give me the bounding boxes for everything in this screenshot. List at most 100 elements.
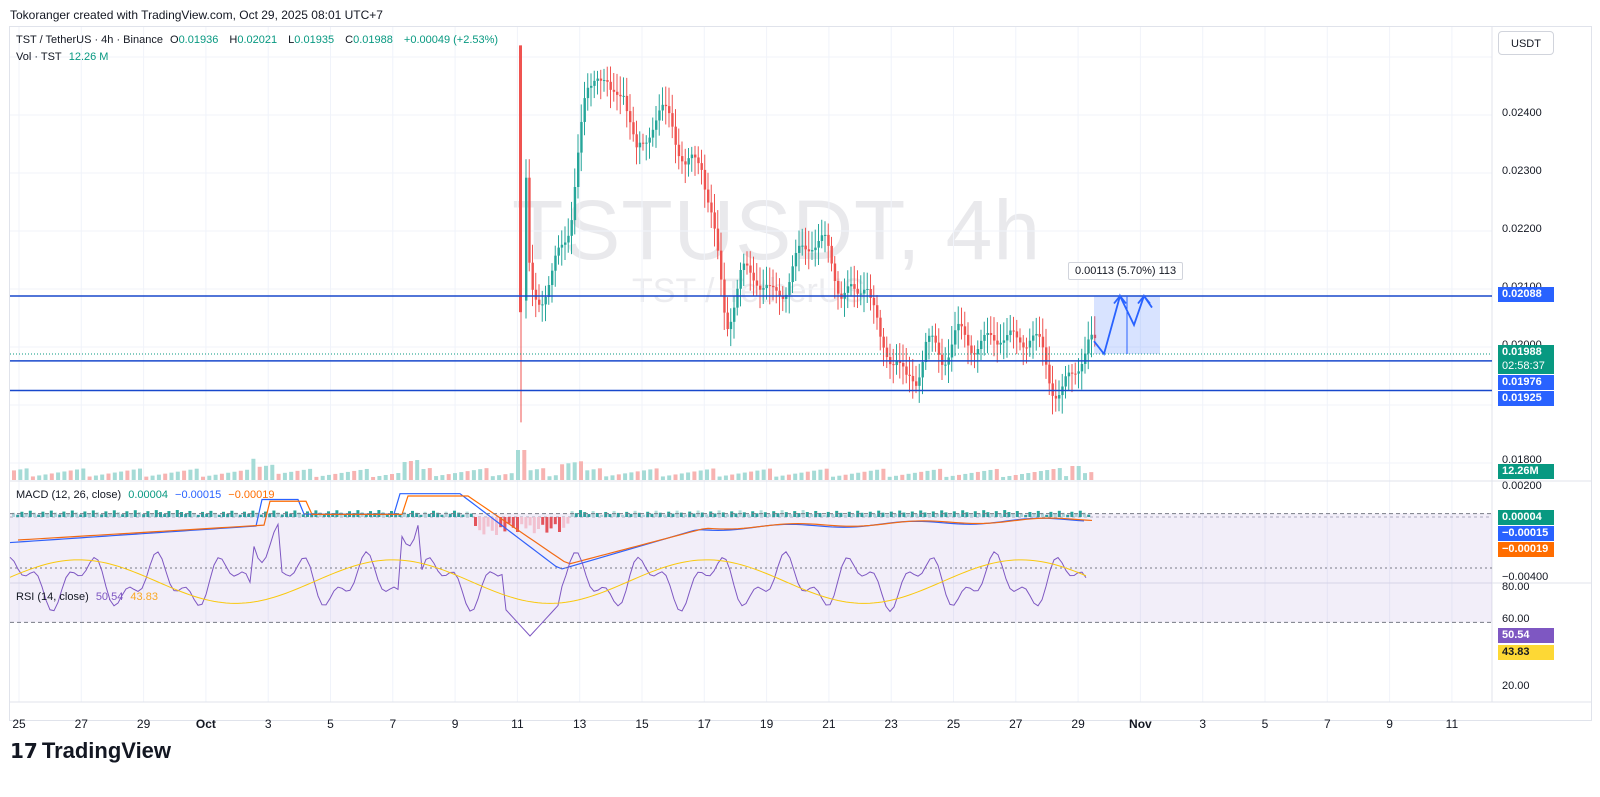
legend-symbol[interactable]: TST / TetherUS · 4h · Binance — [16, 34, 163, 46]
volume-bar — [692, 471, 697, 480]
volume-bar — [1032, 472, 1037, 480]
macd-histogram-bar — [75, 512, 78, 517]
volume-bar — [434, 476, 439, 480]
macd-histogram-bar — [1024, 514, 1028, 517]
macd-histogram-bar — [721, 512, 725, 517]
candle-body — [700, 163, 703, 170]
macd-histogram-bar — [978, 513, 981, 517]
candle-body — [1022, 342, 1025, 348]
volume-bar — [93, 475, 98, 480]
volume-bar — [81, 468, 86, 480]
time-tick-label: 9 — [451, 717, 459, 731]
candle-body — [632, 122, 635, 135]
price-range-measure-label: 0.00113 (5.70%) 113 — [1068, 262, 1184, 280]
volume-bar — [408, 461, 413, 480]
volume-bar — [112, 472, 117, 480]
currency-button[interactable]: USDT — [1498, 31, 1554, 55]
macd-histogram-bar — [1049, 511, 1053, 517]
volume-bar — [843, 474, 848, 480]
macd-histogram-bar — [285, 511, 288, 517]
candle-body — [586, 87, 590, 99]
volume-bar — [119, 471, 124, 480]
candle-body — [590, 85, 593, 88]
rsi-tick-label: 60.00 — [1502, 613, 1530, 625]
volume-bar — [635, 471, 640, 480]
macd-histogram-bar — [301, 514, 305, 517]
volume-bar — [453, 473, 457, 480]
candle-body — [726, 312, 729, 330]
volume-bar — [698, 470, 703, 480]
candle-body — [872, 297, 876, 306]
candle-body — [950, 344, 954, 358]
tradingview-brand: TradingView — [41, 738, 172, 763]
candle-body — [560, 244, 564, 248]
macd-histogram-bar — [129, 513, 133, 517]
macd-histogram-bar — [238, 514, 242, 517]
macd-histogram-bar — [931, 511, 935, 517]
volume-bar — [1013, 474, 1018, 480]
candle-body — [924, 341, 928, 363]
macd-histogram-bar — [503, 517, 507, 532]
macd-legend-title[interactable]: MACD (12, 26, close) — [16, 489, 122, 501]
volume-bar — [24, 468, 29, 480]
volume-bar — [427, 468, 432, 480]
candle-body — [911, 375, 915, 382]
macd-histogram-bar — [789, 514, 792, 517]
candle-body — [863, 289, 866, 294]
candle-body — [671, 113, 674, 127]
macd-histogram-bar — [87, 513, 91, 517]
volume-bar — [1076, 466, 1081, 480]
macd-histogram-bar — [999, 513, 1002, 517]
candle-body — [986, 333, 989, 335]
volume-bar — [875, 469, 880, 480]
candle-body — [677, 144, 681, 157]
volume-bar — [717, 476, 722, 480]
macd-histogram-bar — [1041, 512, 1044, 517]
macd-histogram-bar — [986, 512, 990, 517]
volume-bar — [925, 470, 930, 480]
volume-bar — [963, 473, 968, 480]
volume-bar — [68, 470, 73, 480]
candle-body — [635, 134, 638, 148]
macd-histogram-bar — [528, 517, 532, 526]
volume-bar — [566, 463, 571, 480]
rsi-legend-title[interactable]: RSI (14, close) — [16, 591, 89, 603]
macd-histogram-bar — [751, 511, 755, 517]
tradingview-logo[interactable]: 17 TradingView — [10, 738, 171, 764]
volume-bar — [270, 464, 275, 480]
time-tick-label: 25 — [12, 717, 26, 731]
volume-bar — [226, 472, 231, 480]
candle-body — [853, 284, 856, 289]
candle-body — [820, 235, 824, 241]
candle-body — [856, 288, 859, 294]
legend-close-label: C — [345, 34, 354, 46]
candle-body — [976, 349, 980, 355]
candle-body — [755, 280, 759, 286]
macd-histogram-bar — [20, 511, 24, 517]
candle-body — [908, 374, 911, 376]
volume-bar — [144, 476, 149, 480]
macd-histogram-bar — [171, 513, 175, 517]
macd-histogram-bar — [700, 512, 704, 517]
candle-body — [788, 282, 791, 295]
volume-bar — [723, 475, 728, 480]
volume-tag: 12.26M — [1498, 464, 1554, 479]
candle-body — [707, 189, 710, 203]
time-tick-label: 29 — [1071, 717, 1085, 731]
macd-histogram-bar — [734, 513, 738, 517]
time-tick-label: 7 — [1323, 717, 1331, 731]
volume-bar — [516, 450, 520, 480]
macd-axis-bottom-label: −0.00400 — [1502, 571, 1549, 583]
candle-body — [661, 104, 664, 111]
candle-body — [768, 285, 772, 287]
macd-histogram-bar — [213, 512, 217, 517]
macd-histogram-bar — [1083, 512, 1086, 517]
candle-body — [1080, 363, 1084, 372]
candle-body — [1077, 371, 1080, 374]
macd-histogram-bar — [142, 514, 146, 517]
volume-bar — [182, 470, 187, 480]
macd-axis-top-label: 0.00200 — [1502, 480, 1542, 492]
macd-histogram-bar — [259, 514, 263, 517]
candle-body — [781, 296, 785, 299]
